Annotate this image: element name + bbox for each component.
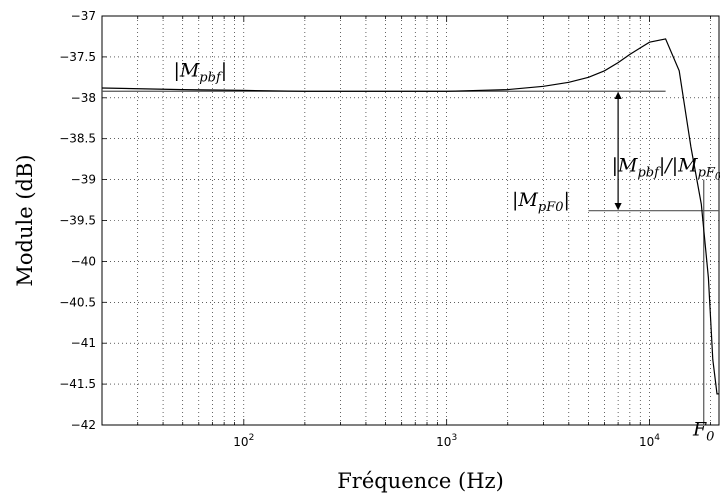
axes: −37 −37.5 −38 −38.5 −39 −39.5 −40 −40.5 −41 −41.5… bbox=[59, 9, 720, 449]
y-tick-label: −38.5 bbox=[59, 132, 96, 146]
x-tick-label: 103 bbox=[436, 433, 457, 449]
x-tick-label: 104 bbox=[639, 433, 660, 449]
annotation-mpbf: |Mpbf| bbox=[173, 60, 227, 86]
plot-frame bbox=[101, 15, 720, 426]
y-tick-label: −37.5 bbox=[59, 50, 96, 64]
annotations: |Mpbf| |Mpbf|/|MpF0| |MpF0| F0 bbox=[173, 60, 720, 445]
y-tick-label: −40 bbox=[71, 254, 96, 268]
x-tick-label: 102 bbox=[233, 433, 254, 449]
annotation-f0: F0 bbox=[692, 419, 714, 445]
y-tick-label: −37 bbox=[71, 9, 96, 23]
y-tick-label: −39 bbox=[71, 173, 96, 187]
y-tick-label: −41.5 bbox=[59, 377, 96, 391]
annotation-mpf0: |MpF0| bbox=[512, 189, 570, 215]
x-axis-label: Fréquence (Hz) bbox=[337, 469, 504, 493]
series-line bbox=[101, 38, 719, 395]
y-tick-label: −38 bbox=[71, 91, 96, 105]
y-axis-label: Module (dB) bbox=[13, 154, 37, 286]
y-tick-label: −42 bbox=[71, 418, 96, 432]
y-tick-label: −40.5 bbox=[59, 295, 96, 309]
reference-lines bbox=[102, 90, 719, 425]
y-tick-label: −39.5 bbox=[59, 214, 96, 228]
annotation-ratio: |Mpbf|/|MpF0| bbox=[612, 154, 720, 182]
grid bbox=[102, 16, 719, 425]
y-tick-label: −41 bbox=[71, 336, 96, 350]
series bbox=[101, 38, 719, 395]
